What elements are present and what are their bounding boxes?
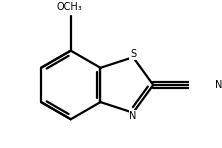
Text: S: S <box>130 49 136 59</box>
Text: N: N <box>129 111 137 120</box>
Text: OCH₃: OCH₃ <box>56 3 82 12</box>
Text: N: N <box>215 80 222 90</box>
